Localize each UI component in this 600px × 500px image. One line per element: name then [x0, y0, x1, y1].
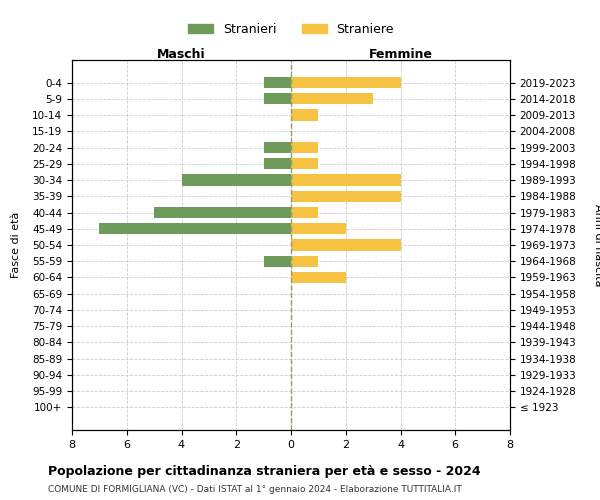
Text: Femmine: Femmine: [368, 48, 433, 62]
Bar: [100, 223, 291, 234]
Bar: [291, 223, 346, 234]
Bar: [291, 110, 319, 120]
Bar: [291, 142, 319, 153]
Bar: [263, 142, 291, 153]
Bar: [291, 207, 319, 218]
Bar: [291, 190, 401, 202]
Y-axis label: Anni di nascita: Anni di nascita: [593, 204, 600, 286]
Legend: Stranieri, Straniere: Stranieri, Straniere: [183, 18, 399, 41]
Bar: [154, 207, 291, 218]
Bar: [291, 256, 319, 267]
Bar: [263, 77, 291, 88]
Y-axis label: Fasce di età: Fasce di età: [11, 212, 21, 278]
Bar: [263, 256, 291, 267]
Bar: [291, 174, 401, 186]
Bar: [263, 93, 291, 104]
Bar: [291, 272, 346, 283]
Text: Popolazione per cittadinanza straniera per età e sesso - 2024: Popolazione per cittadinanza straniera p…: [48, 465, 481, 478]
Text: Maschi: Maschi: [157, 48, 206, 62]
Bar: [291, 93, 373, 104]
Bar: [263, 158, 291, 170]
Bar: [291, 158, 319, 170]
Bar: [182, 174, 291, 186]
Bar: [291, 77, 401, 88]
Text: COMUNE DI FORMIGLIANA (VC) - Dati ISTAT al 1° gennaio 2024 - Elaborazione TUTTIT: COMUNE DI FORMIGLIANA (VC) - Dati ISTAT …: [48, 485, 462, 494]
Bar: [291, 240, 401, 250]
